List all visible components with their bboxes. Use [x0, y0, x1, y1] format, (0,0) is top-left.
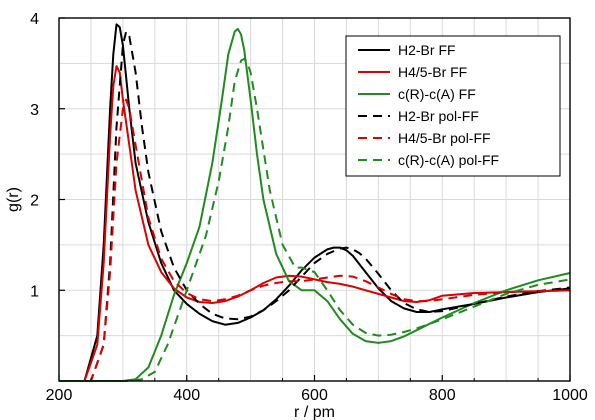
x-tick-label: 600	[301, 387, 328, 404]
legend-box	[345, 35, 561, 177]
series-lines	[59, 23, 571, 382]
y-tick-label: 1	[30, 283, 39, 300]
y-axis-label: g(r)	[5, 187, 22, 212]
x-axis-label: r / pm	[294, 404, 335, 420]
legend-label-2: H4/5-Br FF	[398, 64, 467, 80]
legend-label-4: H2-Br pol-FF	[398, 108, 479, 124]
series-line-4	[59, 30, 571, 382]
legend-label-1: H2-Br FF	[398, 42, 456, 58]
y-tick-label: 4	[30, 11, 39, 28]
legend-label-5: H4/5-Br pol-FF	[398, 130, 491, 146]
series-line-5	[59, 98, 571, 382]
legend-label-6: c(R)-c(A) pol-FF	[398, 152, 499, 168]
x-tick-label: 400	[173, 387, 200, 404]
y-tick-label: 3	[30, 102, 39, 119]
x-tick-label: 200	[46, 387, 73, 404]
series-line-3	[59, 27, 571, 382]
axis-ticks: 200 400 600 800 1000 1 2 3 4	[30, 11, 588, 404]
x-tick-label: 1000	[552, 387, 588, 404]
legend-label-3: c(R)-c(A) FF	[398, 86, 476, 102]
y-tick-label: 2	[30, 193, 39, 210]
x-tick-label: 800	[429, 387, 456, 404]
grid	[58, 18, 571, 381]
legend: H2-Br FF H4/5-Br FF c(R)-c(A) FF H2-Br pol-…	[345, 35, 561, 177]
series-line-6	[59, 57, 571, 382]
